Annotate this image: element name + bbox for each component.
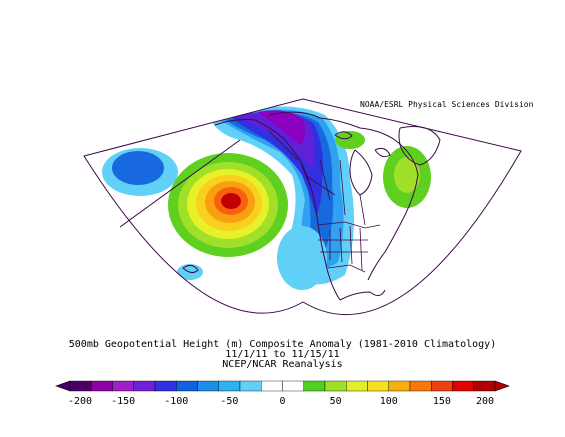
colorbar-swatch bbox=[91, 380, 113, 392]
colorbar-tick-label: -200 bbox=[68, 396, 92, 407]
colorbar-swatch bbox=[431, 380, 453, 392]
title-line-3: NCEP/NCAR Reanalysis bbox=[222, 359, 343, 370]
colorbar-tick-label: -150 bbox=[111, 396, 135, 407]
colorbar-tick-label: -100 bbox=[164, 396, 188, 407]
colorbar-arrow-right bbox=[494, 380, 510, 392]
colorbar-tick-label: 150 bbox=[433, 396, 451, 407]
colorbar-swatch bbox=[346, 380, 368, 392]
anomaly-high-core bbox=[221, 193, 241, 209]
anomaly-trough-core bbox=[258, 110, 306, 145]
colorbar-swatch bbox=[261, 380, 283, 392]
coastlines bbox=[182, 111, 441, 301]
province-lines bbox=[304, 159, 366, 226]
anomaly-high-hudson bbox=[335, 131, 365, 149]
coastline-west bbox=[299, 159, 341, 301]
island-aleutian bbox=[182, 264, 199, 274]
colorbar: -200 -150 -100 -50 0 50 100 150 200 bbox=[55, 380, 510, 407]
border-alaska bbox=[267, 129, 299, 161]
colorbar-swatch bbox=[409, 380, 432, 392]
colorbar-tick-label: 200 bbox=[476, 396, 494, 407]
coastline-hudson bbox=[349, 149, 373, 196]
anomaly-shading bbox=[102, 106, 501, 310]
islands-arctic-2 bbox=[374, 147, 391, 158]
colorbar-tick-label: 50 bbox=[330, 396, 342, 407]
colorbar-swatch bbox=[452, 380, 474, 392]
political-borders bbox=[267, 129, 381, 273]
map-frame bbox=[83, 98, 522, 316]
state-lines bbox=[318, 225, 368, 271]
border-us-mexico bbox=[327, 264, 366, 273]
title-block: 500mb Geopotential Height (m) Composite … bbox=[0, 340, 565, 370]
colorbar-swatch bbox=[154, 380, 177, 392]
colorbar-swatch bbox=[303, 380, 326, 392]
map-frame-inner-line bbox=[119, 139, 241, 228]
colorbar-tick-label: 0 bbox=[279, 396, 285, 407]
colorbar-tick-label: -50 bbox=[220, 396, 238, 407]
anomaly-map bbox=[83, 98, 522, 316]
colorbar-swatch bbox=[197, 380, 219, 392]
colorbar-swatch bbox=[282, 380, 304, 392]
coastline-gulf bbox=[339, 289, 386, 301]
border-us-canada bbox=[317, 221, 381, 229]
colorbar-arrow-left bbox=[55, 380, 71, 392]
colorbar-swatch bbox=[388, 380, 411, 392]
anomaly-high-canada-inner bbox=[394, 157, 420, 193]
colorbar-swatch bbox=[69, 380, 92, 392]
colorbar-ticks: -200 -150 -100 -50 0 50 100 150 200 bbox=[68, 396, 494, 407]
coastline-alaska bbox=[214, 119, 311, 186]
colorbar-swatch bbox=[218, 380, 241, 392]
greenland bbox=[398, 126, 441, 166]
title-line-2: 11/1/11 to 11/15/11 bbox=[225, 349, 340, 360]
colorbar-swatch bbox=[367, 380, 389, 392]
anomaly-low-pacific-inner bbox=[112, 151, 164, 185]
anomaly-low-baja bbox=[277, 226, 327, 290]
colorbar-tick-label: 100 bbox=[380, 396, 398, 407]
islands-arctic-1 bbox=[334, 131, 353, 140]
colorbar-swatch bbox=[176, 380, 198, 392]
colorbar-swatches bbox=[55, 380, 510, 392]
coastline-arctic bbox=[269, 111, 396, 141]
colorbar-swatch bbox=[239, 380, 262, 392]
colorbar-swatch bbox=[112, 380, 134, 392]
title-line-1: 500mb Geopotential Height (m) Composite … bbox=[68, 339, 497, 350]
colorbar-swatch bbox=[473, 380, 496, 392]
colorbar-swatch bbox=[324, 380, 347, 392]
colorbar-swatch bbox=[133, 380, 156, 392]
anomaly-low-atlantic bbox=[469, 290, 501, 310]
coastline-east bbox=[367, 139, 419, 281]
credit-text: NOAA/ESRL Physical Sciences Division bbox=[360, 100, 534, 109]
